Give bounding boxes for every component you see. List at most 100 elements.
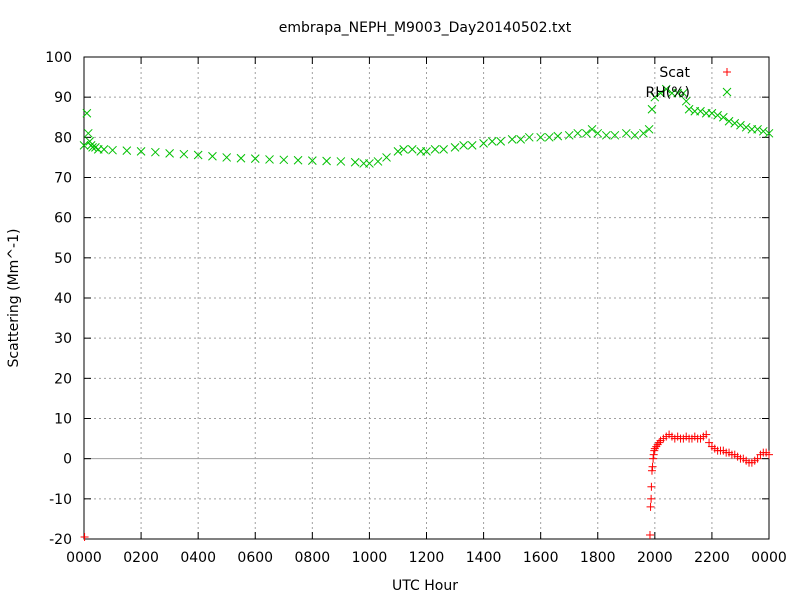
x-tick-label: 0400 [180, 550, 216, 566]
data-point [399, 145, 409, 154]
data-point [553, 131, 563, 141]
data-point [165, 149, 174, 158]
x-tick-label: 2200 [694, 550, 730, 566]
y-tick-label: 0 [63, 452, 72, 468]
data-point [507, 134, 517, 144]
data-point [655, 438, 664, 447]
data-point [649, 454, 658, 463]
x-tick-label: 1000 [352, 550, 388, 566]
data-point [83, 128, 93, 138]
y-tick-label: -10 [49, 492, 72, 508]
data-point [439, 145, 448, 154]
data-point [646, 502, 655, 511]
data-point [650, 446, 659, 455]
y-tick-label: 20 [54, 371, 72, 387]
data-point [713, 110, 722, 120]
data-point [365, 159, 374, 168]
data-point [718, 112, 728, 122]
data-point [336, 157, 346, 166]
x-tick-labels: 0000 0200 0400 0600 0800 1000 1200 1400 1600 1800… [66, 550, 787, 566]
data-point [407, 145, 417, 154]
data-point [496, 136, 506, 146]
y-tick-label: 90 [54, 90, 72, 106]
data-point [764, 128, 774, 138]
y-tick-label: 70 [54, 171, 72, 187]
data-point [350, 157, 360, 167]
x-tick-label: 0000 [66, 550, 102, 566]
data-point [122, 146, 132, 155]
data-point [99, 145, 109, 154]
data-point [753, 454, 762, 463]
y-tick-label: 30 [54, 331, 72, 347]
data-point [564, 130, 574, 140]
chart-title: embrapa_NEPH_M9003_Day20140502.txt [279, 20, 572, 36]
y-tick-label: 80 [54, 130, 72, 146]
x-axis-title: UTC Hour [392, 578, 458, 594]
data-point [765, 450, 773, 459]
data-point [536, 132, 546, 142]
data-point [467, 141, 477, 150]
data-point [639, 128, 648, 138]
data-point [724, 116, 734, 126]
data-point [208, 151, 217, 161]
legend-label-scat: Scat [659, 65, 690, 81]
data-point [644, 124, 654, 134]
y-tick-label: 50 [54, 251, 72, 267]
series-scat [80, 430, 773, 541]
ticks [83, 56, 770, 540]
data-point [647, 482, 656, 491]
data-point [136, 147, 146, 156]
data-point [681, 96, 691, 106]
legend: Scat RH(%) [646, 65, 732, 101]
data-point [707, 108, 717, 118]
data-point [430, 145, 440, 154]
data-point [450, 143, 460, 152]
data-point [373, 157, 383, 166]
data-point [758, 126, 768, 136]
data-point [573, 128, 583, 138]
legend-marker-scat [723, 68, 731, 76]
data-point [587, 124, 597, 134]
data-point [459, 141, 468, 150]
data-point [222, 153, 232, 162]
y-tick-label: 100 [45, 50, 72, 66]
data-point [393, 147, 403, 156]
data-point [702, 430, 711, 439]
data-point [279, 155, 289, 165]
legend-marker-rh [722, 87, 732, 97]
data-point [516, 134, 526, 144]
data-point [661, 84, 671, 94]
data-point [382, 153, 391, 162]
x-tick-label: 1800 [580, 550, 616, 566]
data-point [179, 149, 189, 159]
data-point [653, 440, 662, 449]
y-tick-label: 60 [54, 211, 72, 227]
data-point [647, 466, 656, 475]
data-point [88, 143, 97, 152]
data-point [652, 442, 661, 451]
x-tick-label: 0600 [237, 550, 273, 566]
data-point [648, 462, 657, 471]
y-axis-title: Scattering (Mm^-1) [6, 229, 22, 368]
x-tick-label: 0000 [751, 550, 787, 566]
data-point [293, 155, 303, 165]
data-point [647, 494, 656, 503]
data-point [82, 108, 92, 118]
data-point [236, 153, 246, 163]
x-tick-label: 2000 [637, 550, 673, 566]
data-point [649, 450, 658, 459]
data-point [524, 132, 534, 142]
data-point [108, 145, 117, 155]
x-tick-label: 0200 [123, 550, 159, 566]
data-point [79, 141, 89, 150]
data-point [753, 124, 762, 134]
data-point [741, 122, 751, 132]
data-point [684, 104, 694, 114]
data-point [601, 130, 611, 140]
x-tick-label: 1400 [466, 550, 502, 566]
y-tick-label: 10 [54, 412, 72, 428]
data-point [656, 88, 665, 98]
x-tick-label: 0800 [295, 550, 331, 566]
data-point [650, 444, 659, 453]
series-layer [79, 84, 774, 541]
